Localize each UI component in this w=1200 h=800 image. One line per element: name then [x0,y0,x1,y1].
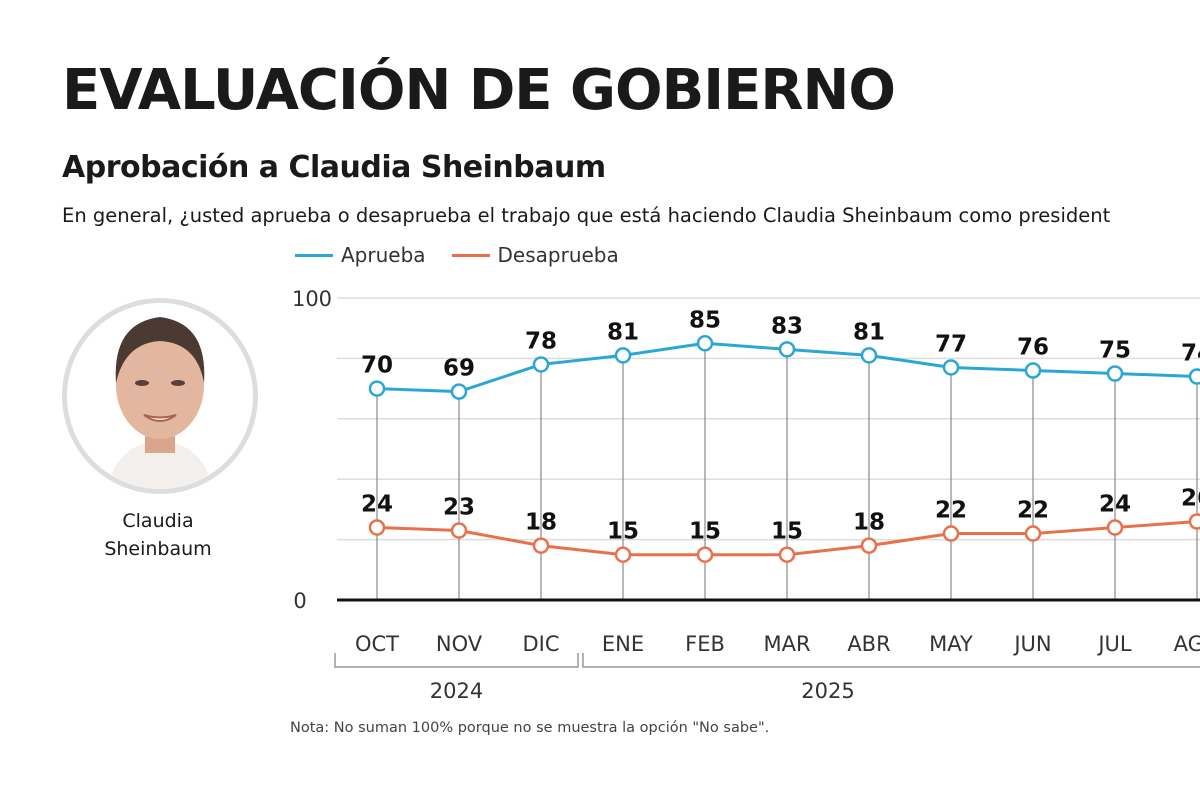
data-label: 83 [771,313,803,339]
data-label: 85 [689,307,721,333]
legend-item-desaprueba: Desaprueba [451,243,619,267]
data-label: 75 [1099,338,1131,364]
data-point [368,380,386,397]
data-point [1188,368,1200,385]
person-name-line1: Claudia [122,510,194,532]
data-point [1024,362,1042,379]
data-label: 81 [853,319,885,345]
x-tick-label: ABR [847,632,890,656]
data-point [696,335,714,352]
legend-item-aprueba: Aprueba [295,243,426,267]
data-label: 77 [935,331,967,357]
data-label: 15 [689,519,721,545]
person-name-line2: Sheinbaum [104,538,212,560]
x-tick-label: DIC [522,632,559,656]
x-tick-label: NOV [436,632,483,656]
survey-question: En general, ¿usted aprueba o desaprueba … [62,204,1111,227]
data-point [942,525,960,542]
data-point [1106,519,1124,536]
data-point [368,519,386,536]
data-point [778,546,796,563]
legend-label: Aprueba [341,243,426,267]
data-label: 22 [935,498,967,524]
data-label: 22 [1017,498,1049,524]
chart-subtitle: Aprobación a Claudia Sheinbaum [62,150,606,185]
year-label: 2024 [430,679,483,703]
year-label: 2025 [801,679,854,703]
x-tick-label: ENE [602,632,644,656]
data-label: 69 [443,356,475,382]
legend: Aprueba Desaprueba [295,243,619,267]
data-point [532,537,550,554]
data-point [1024,525,1042,542]
data-point [696,546,714,563]
chart-note: Nota: No suman 100% porque no se muestra… [290,720,770,736]
year-bracket [334,653,579,668]
data-label: 18 [525,510,557,536]
x-tick-label: AGO [1174,632,1200,656]
x-tick-label: FEB [685,632,725,656]
data-label: 15 [607,519,639,545]
avatar [62,298,258,494]
legend-swatch-aprueba [295,253,333,257]
year-bracket [582,653,1200,668]
data-label: 76 [1017,334,1049,360]
x-tick-label: MAR [763,632,810,656]
data-point [860,347,878,364]
data-label: 81 [607,319,639,345]
data-point [614,546,632,563]
y-tick-label: 0 [293,589,306,613]
x-tick-label: MAY [929,632,973,656]
data-point [860,537,878,554]
portrait-photo [67,303,253,489]
legend-label: Desaprueba [497,243,619,267]
data-label: 78 [525,328,557,354]
data-label: 74 [1181,341,1200,367]
data-point [778,341,796,358]
data-point [1106,365,1124,382]
page-title: EVALUACIÓN DE GOBIERNO [62,58,896,123]
data-label: 24 [361,492,393,518]
x-tick-label: OCT [355,632,399,656]
y-tick-label: 100 [292,287,332,311]
data-label: 24 [1099,492,1131,518]
data-point [942,359,960,376]
x-tick-label: JUL [1096,632,1132,656]
data-point [532,356,550,373]
person-name: Claudia Sheinbaum [58,507,258,563]
data-label: 23 [443,495,475,521]
data-label: 70 [361,353,393,379]
data-label: 26 [1181,485,1200,511]
data-label: 15 [771,519,803,545]
data-label: 18 [853,510,885,536]
legend-swatch-desaprueba [451,253,490,257]
data-point [450,383,468,400]
data-point [1188,513,1200,530]
data-point [614,347,632,364]
data-point [450,522,468,539]
x-tick-label: JUN [1012,632,1051,656]
